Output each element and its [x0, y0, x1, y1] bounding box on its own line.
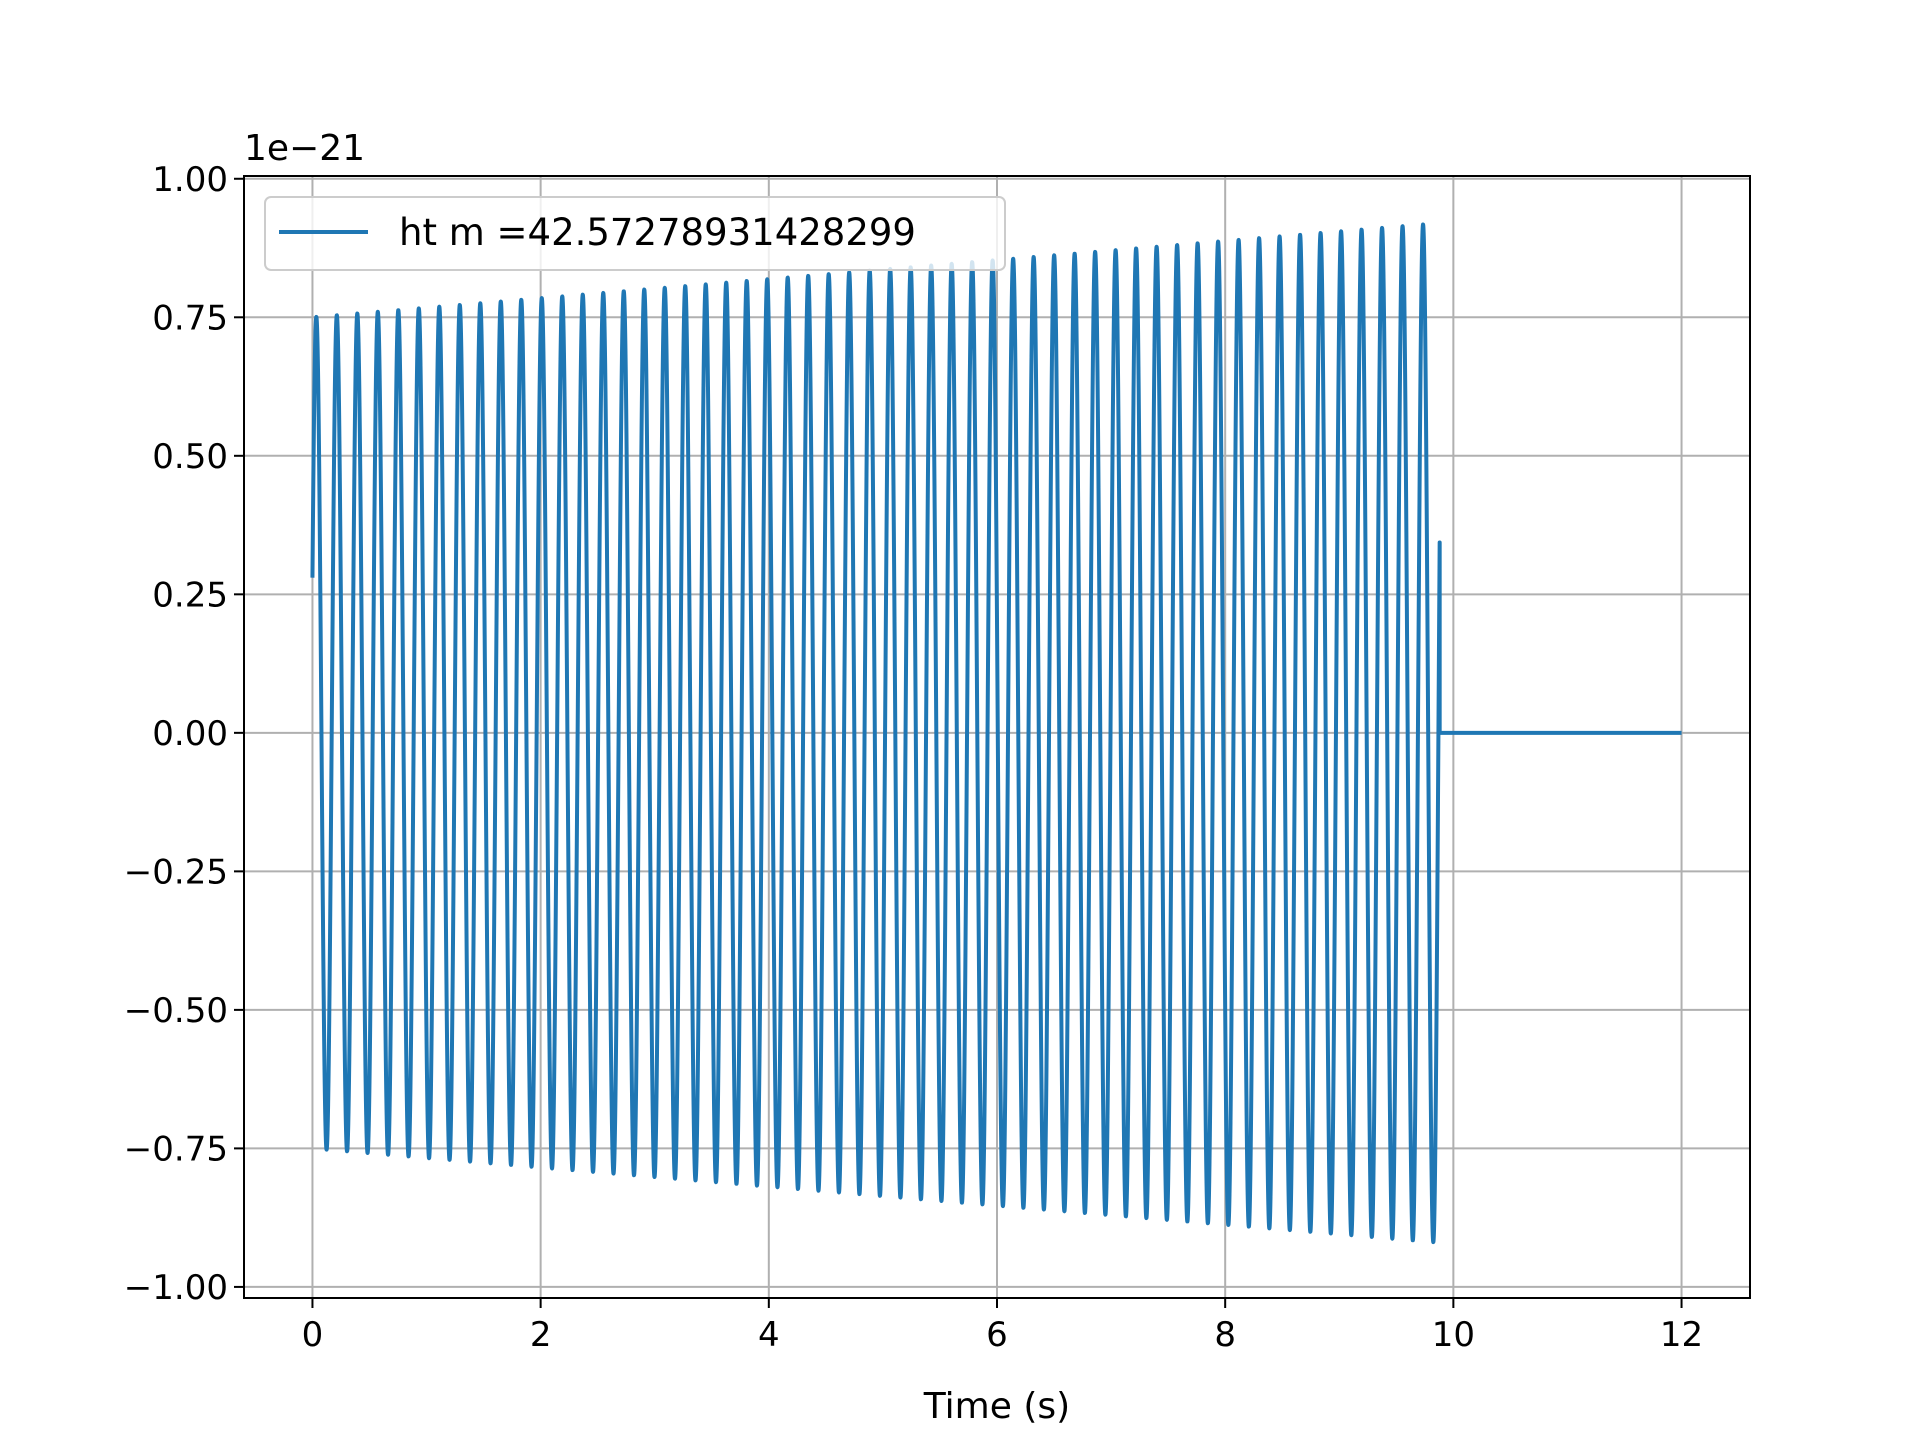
x-tick-label: 12	[1660, 1315, 1703, 1355]
y-tick-label: 0.25	[152, 575, 228, 615]
x-axis-ticks: 0 2 4 6 8 10 12	[302, 1298, 1703, 1355]
series-line	[310, 222, 1682, 1245]
x-tick-label: 4	[758, 1315, 780, 1355]
x-tick-label: 0	[302, 1315, 324, 1355]
legend: ht m =42.57278931428299	[264, 196, 1006, 271]
y-tick-label: −0.50	[124, 991, 228, 1031]
x-tick-label: 10	[1432, 1315, 1475, 1355]
y-tick-label: 1.00	[152, 160, 228, 200]
series-layer	[310, 222, 1682, 1245]
y-tick-label: −0.25	[124, 852, 228, 892]
legend-frame	[264, 196, 1006, 271]
x-tick-label: 8	[1214, 1315, 1236, 1355]
x-tick-label: 2	[530, 1315, 552, 1355]
y-tick-label: −1.00	[124, 1268, 228, 1308]
y-tick-label: 0.00	[152, 714, 228, 754]
y-tick-label: 0.75	[152, 298, 228, 338]
y-tick-label: −0.75	[124, 1129, 228, 1169]
x-axis-label: Time (s)	[923, 1386, 1070, 1427]
y-tick-label: 0.50	[152, 437, 228, 477]
y-offset-label: 1e−21	[244, 128, 365, 169]
y-axis-ticks: 1.00 0.75 0.50 0.25 0.00 −0.25 −0.50 −0.75 −1.00	[124, 160, 244, 1308]
x-tick-label: 6	[986, 1315, 1008, 1355]
legend-label: ht m =42.57278931428299	[399, 211, 916, 254]
